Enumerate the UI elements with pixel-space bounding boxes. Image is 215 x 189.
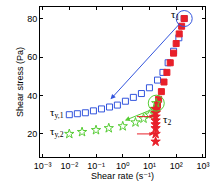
svg-text:20: 20 bbox=[27, 129, 37, 139]
svg-text:60: 60 bbox=[27, 52, 37, 62]
svg-text:40: 40 bbox=[27, 91, 37, 101]
svg-text:τ​y,2​: τ​y,2​ bbox=[50, 125, 64, 139]
svg-text:Shear stress (Pa): Shear stress (Pa) bbox=[15, 47, 25, 117]
svg-text:10⁰: 10⁰ bbox=[116, 161, 130, 171]
svg-text:τ​2​: τ​2​ bbox=[163, 113, 171, 127]
svg-text:10³: 10³ bbox=[196, 161, 209, 171]
svg-text:τ​1​: τ​1​ bbox=[171, 8, 179, 22]
svg-text:10⁻²: 10⁻² bbox=[60, 161, 78, 171]
svg-text:10²: 10² bbox=[170, 161, 183, 171]
svg-text:10¹: 10¹ bbox=[143, 161, 156, 171]
svg-text:80: 80 bbox=[27, 14, 37, 24]
svg-text:10⁻³: 10⁻³ bbox=[34, 161, 52, 171]
svg-text:Shear rate (s⁻¹): Shear rate (s⁻¹) bbox=[91, 171, 154, 181]
svg-text:τ​y,1​: τ​y,1​ bbox=[50, 106, 64, 120]
svg-text:10⁻¹: 10⁻¹ bbox=[87, 161, 105, 171]
